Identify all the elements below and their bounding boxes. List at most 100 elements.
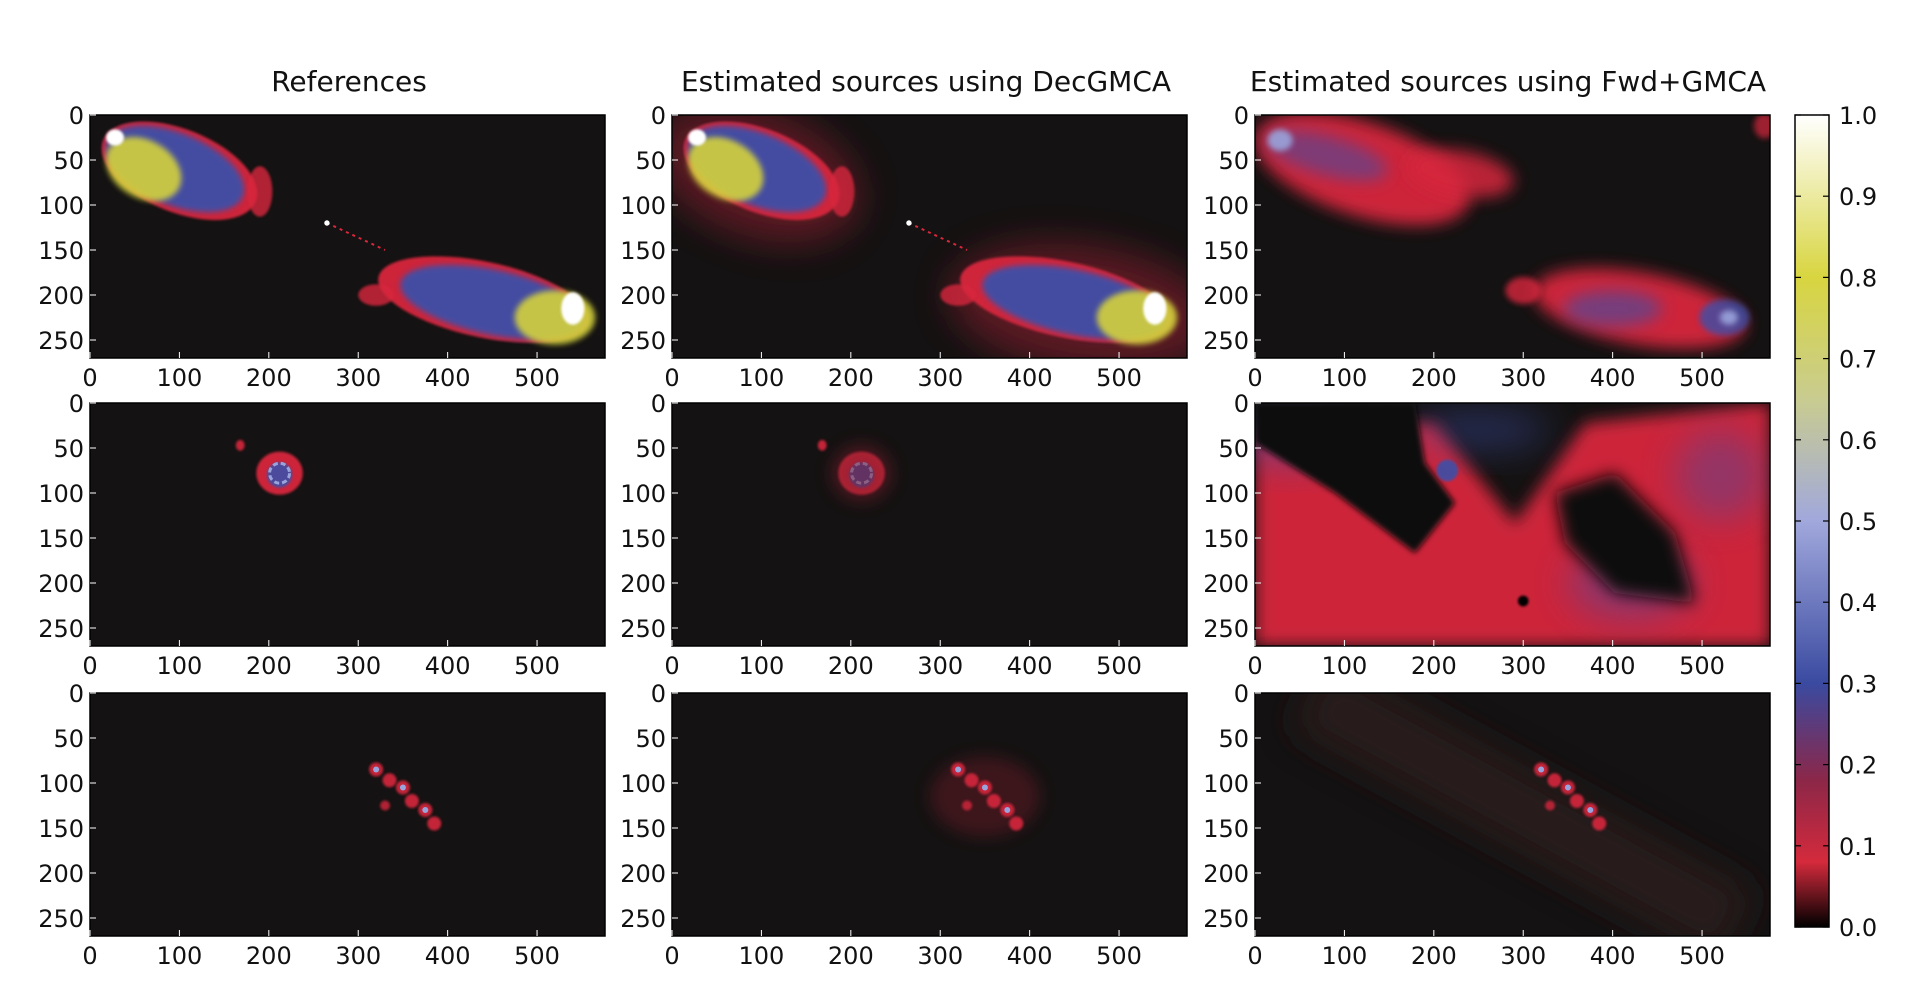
panel-frame <box>89 692 606 937</box>
x-tick-label: 300 <box>917 652 963 680</box>
emission-blob <box>1753 115 1770 139</box>
emission-blob <box>1407 149 1514 198</box>
x-tick-label: 100 <box>1322 942 1368 970</box>
y-tick-label: 0 <box>651 390 666 418</box>
ring <box>268 461 292 485</box>
column-title-references: References <box>271 65 427 98</box>
panel-background <box>672 403 1187 646</box>
emission-blob <box>1265 130 1388 181</box>
y-tick-label: 50 <box>53 435 84 463</box>
x-tick-label: 400 <box>1007 364 1053 392</box>
x-tick-label: 500 <box>514 942 560 970</box>
y-tick-label: 250 <box>620 905 666 933</box>
x-tick-label: 0 <box>82 942 97 970</box>
x-tick-label: 500 <box>1096 652 1142 680</box>
x-tick-label: 300 <box>1500 942 1546 970</box>
panel-r1-c2: 0 100 200 300 400 500 0 50 100 150 200 250 <box>1203 390 1771 680</box>
panel-r0-c0: 0 100 200 300 400 500 0 50 100 150 200 250 <box>38 102 606 392</box>
knot <box>427 816 442 831</box>
y-tick-label: 100 <box>38 770 84 798</box>
y-tick-label: 150 <box>620 237 666 265</box>
knot-core <box>1587 807 1594 813</box>
x-tick-label: 0 <box>82 652 97 680</box>
knot <box>404 794 419 808</box>
panel-background <box>90 403 605 646</box>
x-tick-label: 500 <box>1096 942 1142 970</box>
y-tick-label: 200 <box>620 570 666 598</box>
panel-background <box>90 693 605 936</box>
knot <box>1545 800 1556 811</box>
y-tick-label: 100 <box>38 480 84 508</box>
emission-blob <box>829 166 855 217</box>
colorbar-tick-label: 0.5 <box>1839 508 1877 536</box>
emission-blob <box>940 284 976 306</box>
x-tick-label: 400 <box>1590 652 1636 680</box>
y-tick-label: 50 <box>53 725 84 753</box>
panel-image <box>369 762 442 831</box>
y-tick-label: 0 <box>651 102 666 130</box>
y-tick-label: 200 <box>620 860 666 888</box>
y-tick-label: 150 <box>1203 815 1249 843</box>
emission-blob <box>1563 290 1662 327</box>
emission-blob <box>1505 277 1542 304</box>
y-tick-label: 200 <box>38 570 84 598</box>
emission-blob <box>105 136 182 202</box>
x-tick-label: 0 <box>664 364 679 392</box>
panel-image <box>1289 693 1757 936</box>
panel-background <box>672 693 1187 936</box>
emission-blob <box>247 166 273 217</box>
panel-r2-c2: 0 100 200 300 400 500 0 50 100 150 200 250 <box>1203 680 1771 970</box>
knot-core <box>1564 784 1571 791</box>
x-tick-label: 400 <box>1007 652 1053 680</box>
knot <box>986 794 1001 808</box>
y-tick-label: 100 <box>620 770 666 798</box>
x-tick-label: 200 <box>1411 652 1457 680</box>
x-tick-label: 200 <box>828 942 874 970</box>
y-tick-label: 250 <box>38 905 84 933</box>
knot <box>382 773 397 788</box>
x-tick-label: 100 <box>739 652 785 680</box>
y-tick-label: 200 <box>1203 282 1249 310</box>
y-tick-label: 50 <box>635 725 666 753</box>
knot-core <box>981 784 988 791</box>
panel-r1-c0: 0 100 200 300 400 500 0 50 100 150 200 250 <box>38 390 606 680</box>
x-tick-label: 100 <box>157 942 203 970</box>
x-tick-label: 300 <box>335 364 381 392</box>
x-tick-label: 100 <box>1322 652 1368 680</box>
x-tick-label: 400 <box>425 364 471 392</box>
emission-blob <box>514 290 596 345</box>
knot-core <box>399 784 406 791</box>
y-tick-label: 0 <box>1234 680 1249 708</box>
y-tick-label: 100 <box>1203 192 1249 220</box>
x-tick-label: 0 <box>1247 652 1262 680</box>
y-tick-label: 250 <box>38 327 84 355</box>
colorbar-tick-label: 0.8 <box>1839 264 1877 292</box>
knot <box>962 800 973 811</box>
x-tick-label: 400 <box>1590 942 1636 970</box>
x-tick-label: 400 <box>1590 364 1636 392</box>
x-tick-label: 200 <box>828 364 874 392</box>
y-tick-label: 250 <box>620 615 666 643</box>
colorbar-tick-label: 0.2 <box>1839 752 1877 780</box>
colorbar-tick-label: 0.6 <box>1839 427 1877 455</box>
y-tick-label: 250 <box>1203 905 1249 933</box>
y-tick-label: 100 <box>1203 480 1249 508</box>
colorbar-tick-label: 0.0 <box>1839 914 1877 942</box>
panel-r0-c2: 0 100 200 300 400 500 0 50 100 150 200 250 <box>1203 102 1771 392</box>
x-tick-label: 100 <box>157 652 203 680</box>
colorbar: 0.0 0.1 0.2 0.3 0.4 0.5 0.6 0.7 0.8 0.9 1.0 <box>1794 102 1877 942</box>
panel-image <box>235 439 303 495</box>
emission-blob <box>831 444 892 503</box>
panel-r2-c1: 0 100 200 300 400 500 0 50 100 150 200 250 <box>620 680 1188 970</box>
y-tick-label: 150 <box>38 815 84 843</box>
emission-blob <box>1406 407 1551 453</box>
panel-r1-c1: 0 100 200 300 400 500 0 50 100 150 200 250 <box>620 390 1188 680</box>
y-tick-label: 250 <box>1203 327 1249 355</box>
x-tick-label: 200 <box>246 942 292 970</box>
y-tick-label: 50 <box>1218 725 1249 753</box>
y-tick-label: 250 <box>620 327 666 355</box>
panel-frame <box>1254 402 1771 647</box>
y-tick-label: 50 <box>635 435 666 463</box>
x-tick-label: 500 <box>1679 942 1725 970</box>
dark-region <box>1555 473 1695 603</box>
